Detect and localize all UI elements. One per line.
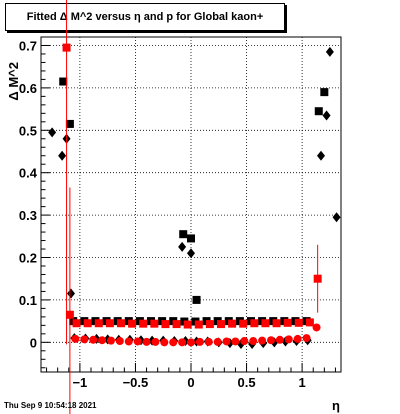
data-point-square (320, 88, 329, 97)
y-tick-label: 0.3 (19, 208, 37, 223)
data-point-square (239, 319, 248, 328)
data-point-circle (240, 337, 249, 346)
data-point-square (250, 319, 259, 328)
data-point-diamond (67, 288, 75, 299)
y-tick-label: 0.7 (19, 38, 37, 53)
data-point-circle (284, 335, 293, 344)
timestamp: Thu Sep 9 10:54:18 2021 (4, 401, 97, 410)
data-point-square (313, 274, 322, 283)
y-tick-label: 0.1 (19, 293, 37, 308)
data-point-square (314, 107, 323, 116)
data-point-square (272, 319, 281, 328)
data-point-square (205, 320, 214, 329)
data-point-diamond (322, 110, 331, 121)
data-point-circle (267, 336, 275, 345)
data-point-circle (302, 334, 311, 343)
data-point-circle (293, 334, 302, 343)
data-point-circle (151, 337, 160, 346)
data-point-square (150, 319, 159, 328)
data-point-square (105, 319, 114, 328)
data-point-square (117, 319, 125, 328)
data-point-diamond (178, 241, 187, 252)
data-point-square (59, 77, 68, 86)
data-point-diamond (317, 150, 325, 161)
x-tick-label: 1 (298, 375, 305, 390)
y-tick-label: 0.6 (19, 81, 37, 96)
data-point-square (294, 318, 303, 327)
data-point-square (183, 320, 192, 329)
y-tick-label: 0 (30, 335, 37, 350)
data-point-square (128, 319, 137, 328)
data-point-square (172, 320, 181, 329)
data-point-diamond (48, 127, 57, 138)
data-point-square (179, 230, 188, 239)
data-point-circle (213, 337, 222, 346)
data-point-square (65, 119, 74, 128)
data-point-circle (275, 335, 284, 344)
data-point-circle (231, 337, 240, 346)
data-point-circle (312, 323, 321, 332)
data-point-square (283, 318, 292, 327)
data-point-circle (178, 338, 187, 347)
x-axis-title: η (332, 398, 340, 413)
data-point-square (194, 320, 203, 329)
data-point-diamond (332, 212, 341, 223)
y-axis-title: Δ M^2 (6, 62, 21, 101)
data-point-square (228, 319, 237, 328)
data-point-circle (124, 337, 133, 346)
data-point-square (261, 319, 270, 328)
y-tick-label: 0.5 (19, 123, 37, 138)
data-point-square (62, 43, 71, 52)
data-point-circle (142, 337, 151, 346)
data-point-circle (133, 337, 142, 346)
y-tick-label: 0.4 (19, 166, 38, 181)
data-point-square (217, 320, 225, 329)
data-point-square (187, 234, 195, 243)
data-point-circle (204, 337, 213, 346)
data-point-square (72, 319, 81, 328)
data-point-square (305, 318, 314, 327)
y-tick-label: 0.2 (19, 251, 37, 266)
data-point-diamond (187, 248, 195, 259)
data-point-circle (160, 338, 169, 347)
data-point-circle (222, 337, 231, 346)
chart-title: Fitted Δ M^2 versus η and p for Global k… (5, 3, 285, 31)
data-point-circle (107, 336, 115, 345)
data-point-diamond (58, 150, 67, 161)
data-point-square (161, 320, 170, 329)
data-point-circle (249, 337, 258, 346)
data-point-square (139, 319, 148, 328)
data-point-square (192, 295, 201, 304)
data-point-circle (71, 334, 80, 343)
data-point-diamond (325, 46, 334, 57)
data-point-circle (115, 337, 124, 346)
data-point-circle (187, 338, 195, 347)
x-tick-label: 0 (187, 375, 194, 390)
data-point-circle (195, 337, 204, 346)
x-tick-label: −0.5 (123, 375, 149, 390)
data-point-circle (169, 338, 178, 347)
data-point-circle (98, 336, 107, 345)
data-point-square (83, 319, 92, 328)
data-point-circle (258, 336, 267, 345)
data-point-square (65, 310, 74, 319)
data-point-circle (89, 335, 98, 344)
data-point-circle (80, 335, 89, 344)
x-tick-label: 0.5 (238, 375, 256, 390)
data-point-square (94, 319, 103, 328)
x-tick-label: −1 (72, 375, 87, 390)
